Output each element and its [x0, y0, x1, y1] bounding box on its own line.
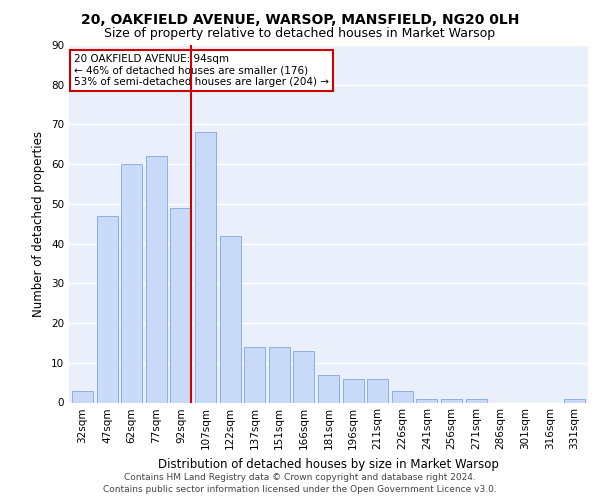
Bar	[466, 398, 487, 402]
Bar	[293, 351, 314, 403]
Bar	[269, 347, 290, 403]
Text: Contains HM Land Registry data © Crown copyright and database right 2024.
Contai: Contains HM Land Registry data © Crown c…	[103, 472, 497, 494]
Bar	[72, 390, 93, 402]
Bar	[195, 132, 216, 402]
Bar	[220, 236, 241, 402]
Bar	[416, 398, 437, 402]
Bar	[97, 216, 118, 402]
X-axis label: Distribution of detached houses by size in Market Warsop: Distribution of detached houses by size …	[158, 458, 499, 471]
Bar	[121, 164, 142, 402]
Text: 20 OAKFIELD AVENUE: 94sqm
← 46% of detached houses are smaller (176)
53% of semi: 20 OAKFIELD AVENUE: 94sqm ← 46% of detac…	[74, 54, 329, 87]
Bar	[146, 156, 167, 402]
Bar	[367, 378, 388, 402]
Bar	[244, 347, 265, 403]
Bar	[441, 398, 462, 402]
Text: 20, OAKFIELD AVENUE, WARSOP, MANSFIELD, NG20 0LH: 20, OAKFIELD AVENUE, WARSOP, MANSFIELD, …	[81, 12, 519, 26]
Bar	[318, 374, 339, 402]
Bar	[564, 398, 585, 402]
Y-axis label: Number of detached properties: Number of detached properties	[32, 130, 46, 317]
Bar	[392, 390, 413, 402]
Bar	[170, 208, 191, 402]
Bar	[343, 378, 364, 402]
Text: Size of property relative to detached houses in Market Warsop: Size of property relative to detached ho…	[104, 28, 496, 40]
